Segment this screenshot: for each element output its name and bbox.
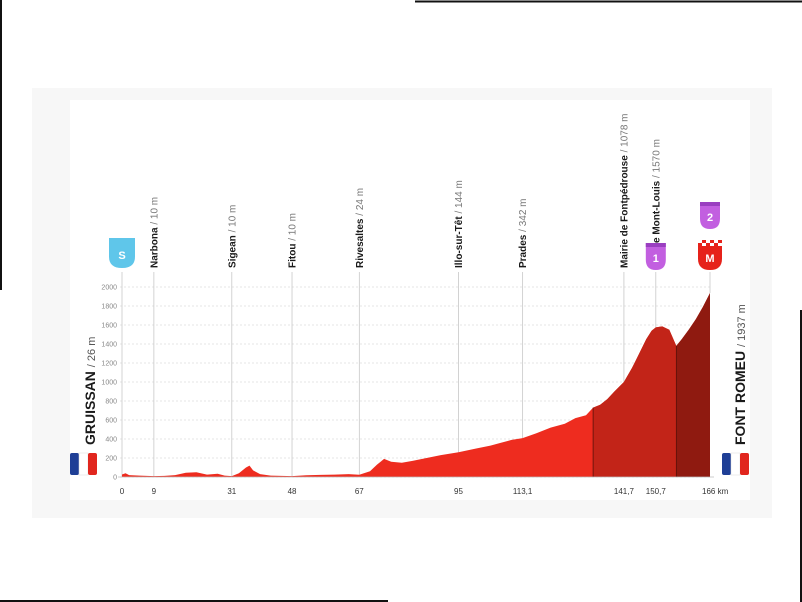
waypoint-altitude: 24 m <box>355 188 366 210</box>
start-flag-icon <box>70 452 97 476</box>
badges: S 1 2 M <box>109 202 722 270</box>
start-badge-icon <box>109 238 135 268</box>
start-name-text: GRUISSAN <box>82 371 98 445</box>
elevation-profile-area <box>122 293 710 477</box>
climb-badge-stripe <box>700 202 720 206</box>
waypoint-name: Prades <box>518 234 529 268</box>
km-tick-label: 141,7 <box>614 487 635 496</box>
climb-badge-label: 1 <box>653 253 659 265</box>
waypoint-name: Sigean <box>227 235 238 268</box>
km-tick-label: 150,7 <box>646 487 667 496</box>
km-tick-label: 95 <box>454 487 463 496</box>
y-axis-ticks: 0 200 400 600 800 1000 1200 1400 1600 1800 2000 <box>101 285 117 482</box>
waypoint-label: Fitou / 10 m <box>288 213 299 268</box>
waypoint-name: Narbona <box>149 227 160 268</box>
waypoint-separator: / <box>288 235 299 243</box>
start-alt: 26 m <box>86 337 98 361</box>
waypoint-altitude: 1078 m <box>619 114 630 147</box>
waypoint-altitude: 10 m <box>227 205 238 227</box>
waypoint-altitude: 1570 m <box>651 139 662 172</box>
waypoint-altitude: 10 m <box>288 213 299 235</box>
waypoint-separator: / <box>227 227 238 235</box>
chequer-square <box>706 240 710 243</box>
waypoint-label: Prades / 342 m <box>518 199 529 269</box>
climb-category-badge-icon <box>645 243 666 270</box>
climb-badge-label: 2 <box>707 212 713 224</box>
chequer-square <box>702 243 706 246</box>
km-tick-label: 113,1 <box>513 487 533 496</box>
climb-segment-area <box>676 293 710 477</box>
waypoint-name: Rivesaltes <box>355 218 366 268</box>
finish-badge-icon <box>698 240 722 270</box>
waypoint-name: Fitou <box>288 244 299 268</box>
waypoint-separator: / <box>518 226 529 234</box>
climb-badge-stripe <box>645 243 666 247</box>
climb-segment-area <box>593 326 677 477</box>
finish-flag-icon <box>722 452 749 476</box>
start-badge-label: S <box>118 250 125 262</box>
y-tick-label: 600 <box>105 418 117 425</box>
finish-alt: 1937 m <box>736 304 748 341</box>
km-tick-label: 166 km <box>702 487 729 496</box>
waypoint-name: Illo-sur-Têt <box>454 216 465 268</box>
waypoint-separator: / <box>355 210 366 218</box>
y-tick-label: 200 <box>105 456 117 463</box>
start-sep: / <box>86 361 98 367</box>
chequer-square <box>714 240 718 243</box>
km-tick-label: 48 <box>288 487 297 496</box>
climb-category-badge-icon <box>700 202 720 229</box>
waypoint-separator: / <box>651 172 662 180</box>
y-tick-label: 1200 <box>101 361 117 368</box>
y-tick-label: 800 <box>105 399 117 406</box>
waypoint-separator: / <box>619 147 630 155</box>
y-tick-label: 1000 <box>101 380 117 387</box>
waypoint-label: Mairie de Fontpédrouse / 1078 m <box>619 114 630 269</box>
finish-name-text: FONT ROMEU <box>732 351 748 445</box>
km-axis: 0 9 31 48 67 95 113,1 141,7 150,7 166 km <box>120 487 729 496</box>
finish-badge-label: M <box>705 253 714 265</box>
chequer-square <box>718 243 722 246</box>
y-tick-label: 400 <box>105 437 117 444</box>
waypoint-label: Rivesaltes / 24 m <box>355 188 366 268</box>
km-tick-label: 0 <box>120 487 125 496</box>
chequer-square <box>710 243 714 246</box>
finish-sep: / <box>736 341 748 347</box>
y-tick-label: 1600 <box>101 323 117 330</box>
waypoint-name: Mairie de Fontpédrouse <box>619 155 630 268</box>
waypoint-separator: / <box>149 219 160 227</box>
waypoint-label: Narbona / 10 m <box>149 197 160 268</box>
elevation-area <box>118 293 714 478</box>
waypoint-altitude: 10 m <box>149 197 160 219</box>
y-tick-label: 0 <box>113 475 117 482</box>
km-tick-label: 9 <box>152 487 157 496</box>
start-name: GRUISSAN / 26 m <box>82 337 98 445</box>
waypoint-name: Col de Mont-Louis <box>651 180 662 268</box>
finish-name: FONT ROMEU / 1937 m <box>732 304 748 445</box>
y-tick-label: 1400 <box>101 342 117 349</box>
waypoint-separator: / <box>454 208 465 216</box>
y-tick-label: 1800 <box>101 304 117 311</box>
km-tick-label: 31 <box>227 487 236 496</box>
waypoint-label: Sigean / 10 m <box>227 205 238 268</box>
waypoint-altitude: 144 m <box>454 180 465 208</box>
km-tick-label: 67 <box>355 487 364 496</box>
chequer-square <box>698 240 702 243</box>
waypoint-label: Col de Mont-Louis / 1570 m <box>651 139 662 268</box>
y-tick-label: 2000 <box>101 285 117 292</box>
waypoint-altitude: 342 m <box>518 199 529 227</box>
waypoint-label: Illo-sur-Têt / 144 m <box>454 180 465 268</box>
